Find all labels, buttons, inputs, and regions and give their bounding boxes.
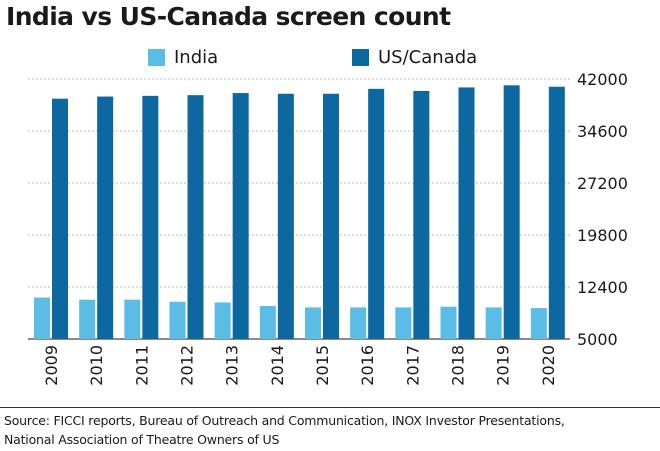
bar-india-2012 <box>169 301 186 339</box>
bar-us-canada-2011 <box>142 95 159 339</box>
bar-us-canada-2019 <box>503 85 520 339</box>
bar-india-2015 <box>305 307 321 339</box>
bar-india-2018 <box>440 306 457 339</box>
bar-india-2009 <box>34 297 50 339</box>
x-tick-label: 2014 <box>268 345 287 386</box>
bar-us-canada-2012 <box>187 95 204 339</box>
bar-us-canada-2016 <box>368 88 385 340</box>
source-note: Source: FICCI reports, Bureau of Outreac… <box>4 411 654 449</box>
chart-title: India vs US-Canada screen count <box>6 2 451 31</box>
y-tick-label: 12400 <box>577 278 628 297</box>
x-tick-label: 2020 <box>539 345 558 386</box>
bar-us-canada-2018 <box>458 87 475 339</box>
legend-item-us-canada: US/Canada <box>352 44 477 70</box>
bar-india-2014 <box>259 305 276 339</box>
y-tick-label: 42000 <box>577 70 628 89</box>
legend: India US/Canada <box>0 44 660 70</box>
x-tick-label: 2013 <box>223 345 242 386</box>
bar-india-2013 <box>214 302 231 339</box>
bar-india-2020 <box>530 308 547 339</box>
bar-india-2017 <box>395 307 412 339</box>
y-tick-label: 34600 <box>577 122 628 141</box>
y-tick-label: 27200 <box>577 174 628 193</box>
bar-us-canada-2010 <box>97 96 114 339</box>
bar-india-2011 <box>124 299 141 339</box>
bar-us-canada-2013 <box>232 93 249 340</box>
bar-india-2016 <box>350 307 367 339</box>
x-tick-label: 2016 <box>358 345 377 386</box>
x-tick-label: 2019 <box>494 345 513 386</box>
x-tick-label: 2010 <box>87 345 106 386</box>
x-tick-label: 2018 <box>449 345 468 386</box>
bar-chart: 42000 34600 27200 19800 12400 5000 2009 2010 201… <box>28 70 628 386</box>
legend-swatch-us-canada <box>352 48 369 66</box>
bar-india-2010 <box>79 299 96 339</box>
legend-label-india: India <box>174 46 219 68</box>
x-tick-label: 2012 <box>178 345 197 386</box>
x-tick-label: 2009 <box>42 345 61 386</box>
source-line-2: National Association of Theatre Owners o… <box>4 432 280 447</box>
bar-india-2019 <box>485 307 502 339</box>
source-divider <box>0 407 660 408</box>
bar-us-canada-2017 <box>413 90 430 339</box>
bar-us-canada-2014 <box>277 93 294 339</box>
source-line-1: Source: FICCI reports, Bureau of Outreac… <box>4 413 565 428</box>
x-tick-label: 2015 <box>313 345 332 386</box>
x-tick-label: 2011 <box>132 345 151 386</box>
legend-item-india: India <box>148 44 218 70</box>
legend-swatch-india <box>148 48 165 66</box>
x-tick-label: 2017 <box>403 345 422 386</box>
bar-us-canada-2009 <box>52 98 68 339</box>
y-tick-label: 19800 <box>577 226 628 245</box>
y-tick-label: 5000 <box>577 330 618 349</box>
bar-us-canada-2015 <box>323 93 339 339</box>
bar-us-canada-2020 <box>548 86 565 339</box>
legend-label-us-canada: US/Canada <box>378 46 478 68</box>
